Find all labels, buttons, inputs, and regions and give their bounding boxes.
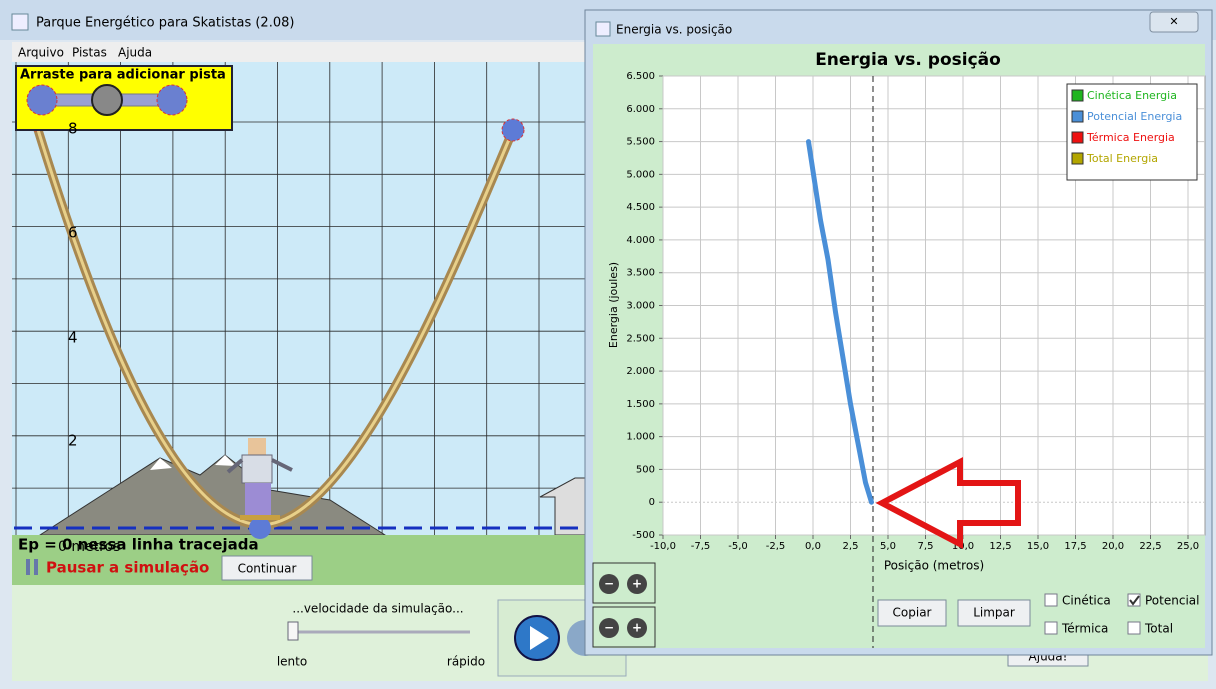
- y-tick-label: 2.000: [626, 366, 655, 377]
- slider-thumb[interactable]: [288, 622, 298, 640]
- checkbox[interactable]: [1045, 594, 1057, 606]
- x-tick-label: 2,5: [843, 541, 859, 552]
- palette-label: Arraste para adicionar pista: [20, 68, 226, 83]
- zoom-icon: +: [632, 577, 642, 591]
- x-tick-label: 0,0: [805, 541, 821, 552]
- y-tick-label: 1.000: [626, 432, 655, 443]
- checkbox-label: Potencial: [1145, 594, 1199, 608]
- chart-title: Energia vs. posição: [815, 50, 1001, 70]
- x-tick-label: -10,0: [650, 541, 676, 552]
- legend-label: Térmica Energia: [1086, 131, 1175, 144]
- speed-label: ...velocidade da simulação...: [292, 602, 463, 616]
- x-tick-label: 22,5: [1139, 541, 1161, 552]
- close-icon: ✕: [1169, 15, 1178, 28]
- checkbox[interactable]: [1045, 622, 1057, 634]
- y-axis-label: Energia (joules): [607, 262, 620, 348]
- y-tick-label: 5.500: [626, 137, 655, 148]
- x-tick-label: 20,0: [1102, 541, 1124, 552]
- checkbox[interactable]: [1128, 622, 1140, 634]
- y-tick-label: 3.000: [626, 301, 655, 312]
- y-tick-label: 6.000: [626, 104, 655, 115]
- palette-node: [92, 85, 122, 115]
- continue-label: Continuar: [238, 562, 297, 576]
- pause-label[interactable]: Pausar a simulação: [46, 559, 209, 577]
- fast-label: rápido: [447, 655, 485, 669]
- screen: Parque Energético para Skatistas (2.08) …: [0, 0, 1216, 689]
- x-tick-label: 5,0: [880, 541, 896, 552]
- menu-item[interactable]: Ajuda: [118, 46, 152, 60]
- zoom-icon: −: [604, 577, 614, 591]
- y-tick-label: 1.500: [626, 399, 655, 410]
- menu-item[interactable]: Arquivo: [18, 46, 64, 60]
- y-tick-label: 4.000: [626, 235, 655, 246]
- checkbox-label: Térmica: [1061, 622, 1108, 636]
- track-node[interactable]: [502, 119, 524, 141]
- checkbox-label: Cinética: [1062, 594, 1111, 608]
- clear-label: Limpar: [973, 606, 1015, 620]
- x-axis-label: Posição (metros): [884, 559, 984, 573]
- y-tick-label: -500: [632, 530, 655, 541]
- y-tick-label: 2.500: [626, 333, 655, 344]
- x-tick-label: 15,0: [1027, 541, 1049, 552]
- palette-node: [27, 85, 57, 115]
- x-tick-label: -2,5: [766, 541, 786, 552]
- y-tick-label: 500: [636, 464, 655, 475]
- legend-label: Potencial Energia: [1087, 110, 1182, 123]
- legend-swatch: [1072, 90, 1083, 101]
- x-tick-label: 25,0: [1177, 541, 1199, 552]
- zoom-icon: +: [632, 621, 642, 635]
- y-tick-label: 5.000: [626, 169, 655, 180]
- x-tick-label: -5,0: [728, 541, 748, 552]
- zoom-icon: −: [604, 621, 614, 635]
- height-label: 6: [68, 224, 78, 242]
- x-tick-label: 17,5: [1064, 541, 1086, 552]
- ep-note: Ep = 0 nessa linha tracejada: [18, 536, 259, 554]
- pause-icon[interactable]: [34, 559, 38, 575]
- pause-icon[interactable]: [26, 559, 30, 575]
- legend-label: Cinética Energia: [1087, 89, 1177, 102]
- checkbox-label: Total: [1144, 622, 1173, 636]
- y-tick-label: 6.500: [626, 71, 655, 82]
- palette-node: [157, 85, 187, 115]
- slow-label: lento: [277, 655, 307, 669]
- menu-item[interactable]: Pistas: [72, 46, 107, 60]
- window-title: Parque Energético para Skatistas (2.08): [36, 16, 294, 31]
- legend-swatch: [1072, 111, 1083, 122]
- copy-label: Copiar: [893, 606, 932, 620]
- app-icon: [12, 14, 28, 30]
- chart-window-icon: [596, 22, 610, 36]
- y-tick-label: 4.500: [626, 202, 655, 213]
- height-label: 8: [68, 120, 78, 138]
- x-tick-label: -7,5: [691, 541, 711, 552]
- chart-window-title: Energia vs. posição: [616, 23, 732, 37]
- legend-swatch: [1072, 153, 1083, 164]
- x-tick-label: 7,5: [918, 541, 934, 552]
- height-label: 4: [68, 329, 78, 347]
- y-tick-label: 3.500: [626, 268, 655, 279]
- height-label: 2: [68, 432, 78, 450]
- legend-swatch: [1072, 132, 1083, 143]
- legend-label: Total Energia: [1086, 152, 1158, 165]
- x-tick-label: 12,5: [989, 541, 1011, 552]
- y-tick-label: 0: [649, 497, 655, 508]
